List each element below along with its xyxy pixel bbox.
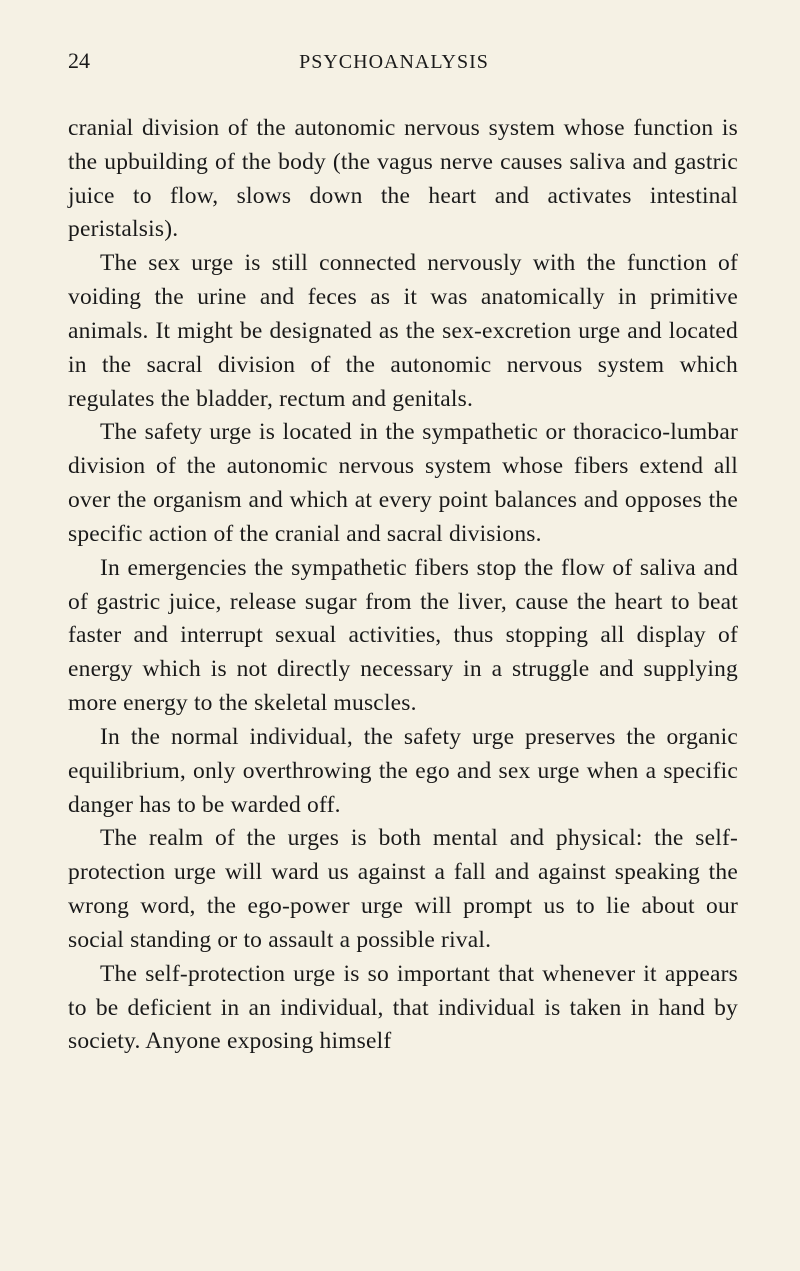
page-number: 24 (68, 48, 90, 74)
running-title: PSYCHOANALYSIS (90, 51, 738, 74)
paragraph-5: In the normal individual, the safety urg… (68, 721, 738, 822)
paragraph-2: The sex urge is still connected nervousl… (68, 247, 738, 416)
paragraph-1: cranial division of the autonomic nervou… (68, 112, 738, 247)
body-text: cranial division of the autonomic nervou… (68, 112, 738, 1059)
paragraph-7: The self-protection urge is so important… (68, 958, 738, 1059)
paragraph-6: The realm of the urges is both mental an… (68, 822, 738, 957)
paragraph-4: In emergencies the sympathetic fibers st… (68, 552, 738, 721)
page-header: 24 PSYCHOANALYSIS (68, 48, 738, 74)
paragraph-3: The safety urge is located in the sympat… (68, 416, 738, 551)
